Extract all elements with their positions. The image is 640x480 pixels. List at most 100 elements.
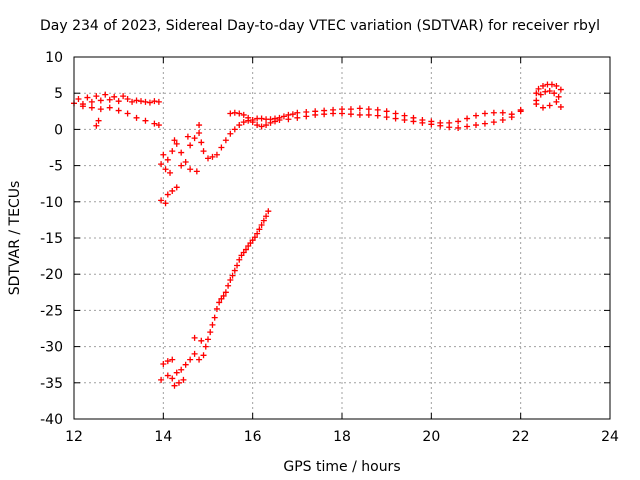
data-point: [374, 106, 381, 113]
data-point: [84, 94, 91, 101]
x-tick-label: 22: [512, 429, 530, 445]
data-point: [200, 352, 207, 359]
data-point: [533, 101, 540, 108]
data-point: [155, 122, 162, 129]
data-point: [155, 98, 162, 105]
data-point: [142, 98, 149, 105]
data-point: [280, 113, 287, 120]
data-point: [160, 151, 167, 158]
data-point: [218, 295, 225, 302]
data-point: [227, 130, 234, 137]
data-point: [227, 110, 234, 117]
data-point: [464, 115, 471, 122]
data-point: [193, 168, 200, 175]
data-point: [540, 82, 546, 89]
data-point: [256, 226, 263, 233]
data-point: [473, 112, 479, 119]
y-tick-label: 5: [54, 86, 63, 102]
data-point: [182, 158, 189, 165]
data-point: [187, 142, 194, 149]
y-tick-label: 10: [45, 50, 63, 66]
data-point: [182, 361, 189, 368]
y-tick-label: 0: [54, 122, 63, 138]
data-point: [428, 121, 435, 128]
data-point: [209, 321, 216, 328]
data-point: [490, 109, 497, 116]
data-point: [240, 111, 247, 118]
data-point: [216, 299, 223, 306]
x-tick-label: 24: [601, 429, 619, 445]
data-point: [260, 217, 267, 224]
series-cluster-start: [71, 91, 162, 129]
data-point: [419, 119, 426, 126]
data-point: [533, 90, 540, 97]
data-point: [285, 116, 292, 123]
data-point: [167, 169, 174, 176]
data-point: [258, 123, 265, 130]
data-point: [383, 114, 390, 121]
data-point: [178, 366, 185, 373]
data-point: [289, 111, 296, 118]
data-point: [191, 135, 198, 142]
data-point: [401, 116, 408, 123]
data-point: [546, 88, 553, 95]
data-point: [249, 119, 256, 126]
data-point: [175, 379, 182, 386]
data-point: [162, 166, 169, 173]
data-point: [265, 208, 272, 215]
data-point: [263, 122, 270, 129]
data-point: [490, 119, 497, 126]
data-point: [535, 85, 542, 92]
data-point: [97, 97, 104, 104]
series-main-band-bottom: [227, 106, 524, 131]
data-point: [245, 114, 252, 121]
data-point: [169, 187, 176, 194]
data-point: [164, 372, 171, 379]
data-point: [196, 356, 203, 363]
data-point: [508, 114, 515, 121]
series-scatter-14h: [158, 122, 207, 207]
data-point: [151, 120, 158, 127]
data-point: [205, 336, 211, 343]
data-point: [211, 314, 218, 321]
data-point: [133, 97, 140, 104]
data-point: [106, 96, 113, 103]
series-descending-track: [158, 208, 272, 389]
data-point: [231, 267, 238, 274]
data-point: [392, 115, 399, 122]
data-point: [551, 90, 558, 97]
data-point: [202, 343, 209, 350]
data-point: [410, 118, 417, 125]
data-point: [164, 191, 171, 198]
data-point: [158, 376, 165, 383]
data-point: [151, 98, 158, 105]
data-point: [321, 111, 328, 118]
data-point: [276, 116, 283, 123]
data-point: [437, 122, 444, 129]
y-tick-label: -5: [49, 159, 63, 175]
data-point: [129, 98, 136, 105]
data-point: [481, 110, 488, 117]
data-point: [171, 382, 178, 389]
data-point: [356, 111, 363, 118]
data-point: [254, 230, 261, 237]
data-point: [75, 95, 82, 102]
data-point: [231, 126, 238, 133]
data-point: [499, 109, 506, 116]
data-point: [205, 155, 211, 162]
data-point: [225, 282, 232, 289]
data-point: [184, 133, 191, 140]
data-point: [169, 148, 176, 155]
data-point: [124, 110, 131, 117]
data-point: [115, 98, 122, 105]
data-point: [88, 98, 95, 105]
data-point: [294, 114, 301, 121]
data-point: [294, 109, 301, 116]
data-point: [158, 197, 165, 204]
data-point: [499, 116, 506, 123]
y-tick-label: -35: [40, 376, 63, 392]
data-point: [222, 289, 229, 296]
data-point: [198, 139, 205, 146]
data-point: [162, 200, 169, 207]
